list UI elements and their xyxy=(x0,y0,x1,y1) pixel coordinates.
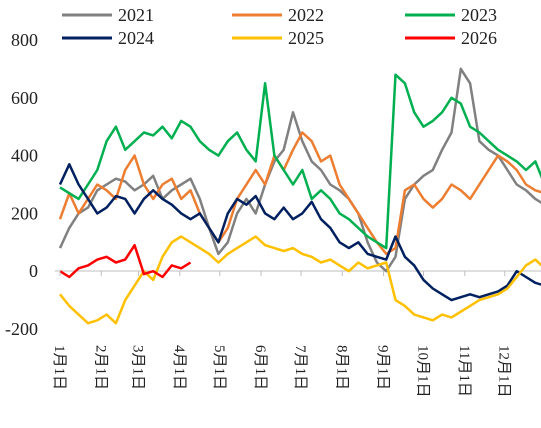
x-tick-label: 8月1日 xyxy=(333,345,349,390)
x-tick-label: 10月1日 xyxy=(415,345,431,398)
x-tick-label: 1月1日 xyxy=(51,345,67,390)
x-tick-label: 9月1日 xyxy=(375,345,391,390)
legend-label: 2025 xyxy=(288,28,324,48)
x-tick-label: 6月1日 xyxy=(252,345,268,390)
y-tick-label: 800 xyxy=(11,30,38,50)
series-line xyxy=(59,243,192,279)
y-tick-label: 600 xyxy=(11,88,38,108)
x-tick-label: 2月1日 xyxy=(92,345,108,390)
legend-label: 2026 xyxy=(461,28,497,48)
plot-area xyxy=(58,67,541,325)
series-line xyxy=(59,235,541,325)
x-tick-label: 12月1日 xyxy=(496,345,512,398)
y-tick-label: 0 xyxy=(29,261,38,281)
legend-label: 2024 xyxy=(118,28,154,48)
series-line xyxy=(58,67,541,273)
legend-label: 2022 xyxy=(288,5,324,25)
y-tick-label: 200 xyxy=(11,203,38,223)
series-line xyxy=(59,73,541,250)
y-tick-label: -200 xyxy=(5,319,38,339)
x-tick-label: 4月1日 xyxy=(171,345,187,390)
y-tick-label: 400 xyxy=(11,146,38,166)
x-tick-label: 7月1日 xyxy=(292,345,308,390)
legend-label: 2023 xyxy=(461,5,497,25)
x-tick-label: 3月1日 xyxy=(130,345,146,390)
x-tick-label: 5月1日 xyxy=(211,345,227,390)
series-line xyxy=(58,131,541,256)
x-tick-label: 11月1日 xyxy=(456,345,472,397)
legend-label: 2021 xyxy=(118,5,154,25)
series-line xyxy=(58,163,541,302)
